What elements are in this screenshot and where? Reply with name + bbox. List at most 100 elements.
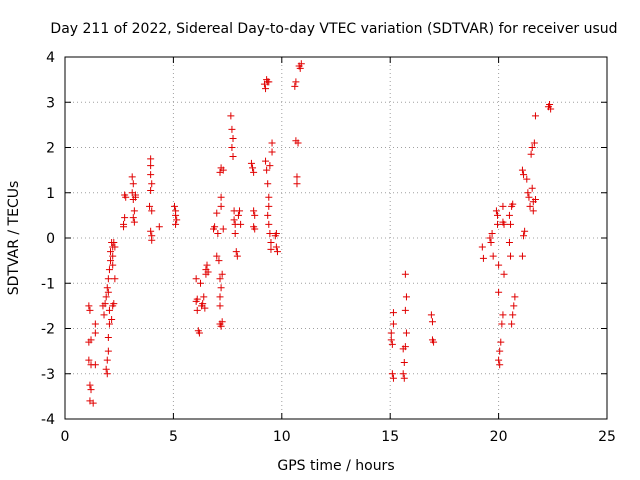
data-point	[203, 261, 211, 269]
data-point	[192, 275, 200, 283]
data-point	[147, 162, 155, 170]
data-point	[509, 200, 517, 208]
data-point	[193, 306, 201, 314]
data-point	[100, 311, 108, 319]
data-point	[148, 207, 156, 215]
y-tick-label: 4	[46, 50, 55, 66]
data-point	[87, 386, 95, 394]
data-point	[530, 139, 538, 147]
data-point	[104, 275, 112, 283]
data-point	[272, 229, 280, 237]
data-point	[507, 252, 515, 260]
data-point	[201, 304, 209, 312]
data-point	[147, 171, 155, 179]
data-point	[227, 112, 235, 120]
data-point	[105, 306, 113, 314]
data-point	[148, 236, 156, 244]
data-point	[520, 232, 528, 240]
data-point	[173, 216, 181, 224]
data-point	[525, 193, 533, 201]
y-tick-label: 1	[46, 186, 55, 202]
data-point	[213, 252, 221, 260]
data-point	[105, 266, 113, 274]
data-point	[500, 220, 508, 228]
data-point	[102, 293, 110, 301]
grid-lines	[65, 57, 607, 419]
data-point	[91, 329, 99, 337]
data-point	[111, 275, 119, 283]
data-point	[237, 220, 245, 228]
data-point	[266, 162, 274, 170]
data-point	[91, 320, 99, 328]
data-point	[216, 275, 224, 283]
data-point	[128, 173, 136, 181]
x-tick-label: 0	[61, 429, 70, 445]
x-axis-label: GPS time / hours	[277, 458, 394, 474]
data-point	[387, 336, 395, 344]
data-point	[399, 370, 407, 378]
data-point	[402, 329, 410, 337]
data-point	[129, 214, 137, 222]
data-point	[85, 356, 93, 364]
data-point	[215, 257, 223, 265]
data-point	[486, 234, 494, 242]
data-point	[388, 340, 396, 348]
data-point	[268, 148, 276, 156]
data-point	[197, 279, 204, 287]
data-point	[217, 164, 225, 172]
data-point	[250, 207, 258, 215]
data-point	[488, 229, 496, 237]
y-tick-label: -2	[41, 322, 55, 338]
data-point	[211, 223, 219, 231]
data-point	[510, 302, 518, 310]
data-point	[110, 300, 118, 308]
data-point	[523, 175, 531, 183]
data-point	[524, 189, 532, 197]
data-point	[264, 180, 272, 188]
data-point	[85, 302, 93, 310]
data-point	[200, 293, 208, 301]
data-point	[104, 334, 112, 342]
data-point	[430, 338, 438, 346]
data-point	[498, 320, 506, 328]
data-point	[218, 270, 226, 278]
data-point	[479, 254, 487, 262]
data-point	[401, 306, 409, 314]
data-point	[528, 144, 536, 151]
data-point	[104, 347, 112, 355]
data-point	[120, 223, 128, 231]
data-point	[91, 361, 99, 369]
data-point	[265, 220, 273, 228]
data-point	[262, 85, 270, 93]
data-point	[148, 180, 156, 188]
data-point	[218, 318, 226, 326]
data-point	[389, 309, 397, 317]
data-point	[86, 381, 94, 389]
data-point	[520, 171, 528, 179]
data-point	[213, 209, 221, 217]
data-point	[147, 186, 155, 194]
data-point	[130, 218, 138, 226]
data-point	[111, 243, 119, 251]
y-tick-label: 2	[46, 141, 55, 157]
data-point	[232, 248, 240, 256]
data-point	[217, 202, 225, 210]
data-point	[401, 343, 409, 351]
data-point	[233, 252, 241, 260]
data-point	[529, 207, 537, 215]
data-point	[388, 370, 396, 378]
data-point	[87, 336, 95, 344]
data-point	[250, 168, 258, 176]
y-tick-label: -4	[41, 412, 55, 428]
data-point	[103, 356, 111, 364]
data-point	[494, 211, 502, 219]
data-point	[89, 399, 97, 407]
y-tick-label: -3	[41, 367, 55, 383]
data-point	[402, 293, 410, 301]
data-point	[400, 374, 408, 382]
data-point	[214, 229, 222, 237]
data-point	[497, 338, 505, 346]
data-point	[131, 191, 139, 199]
data-point	[228, 144, 236, 151]
